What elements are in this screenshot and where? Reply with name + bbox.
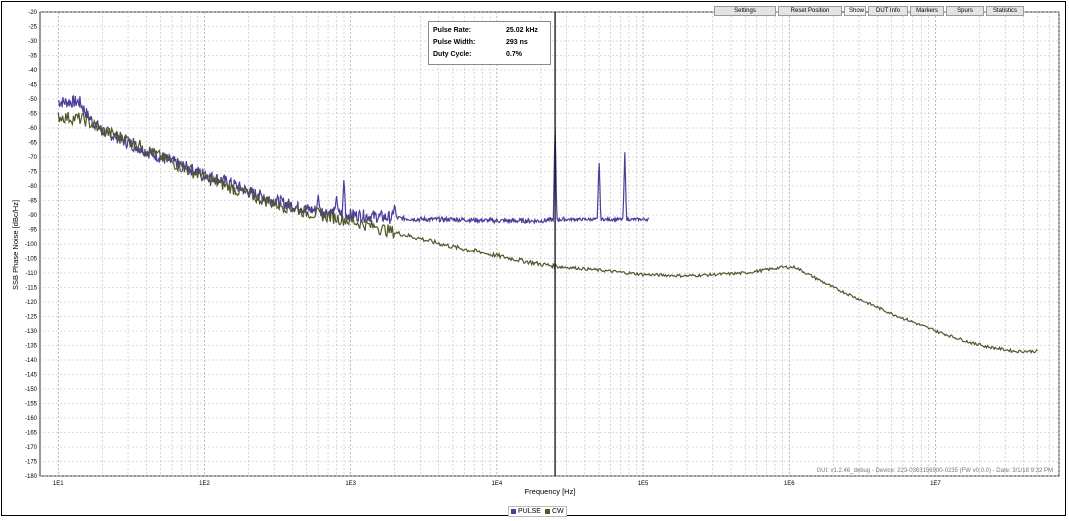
y-tick-label: -60 [28, 126, 37, 132]
legend-item-cw[interactable]: CW [544, 507, 564, 516]
y-tick-label: -180 [25, 474, 38, 480]
y-tick-label: -175 [25, 460, 38, 466]
pulse-rate-row: Pulse Rate: 25.02 kHz [433, 25, 550, 37]
spurs-button[interactable]: Spurs [946, 6, 984, 16]
gui-version-note: GUI: v1.2.46_debug - Device: 223-0363156… [816, 468, 1053, 474]
series-layer [57, 12, 1038, 476]
y-tick-label: -35 [28, 54, 37, 60]
y-tick-label: -140 [25, 358, 38, 364]
pulse-width-value: 293 ns [506, 39, 528, 46]
pulse-swatch [511, 509, 516, 514]
axes: -20 -25 -30 -35 -40 -45 -50 -55 -60 -65 -70 -75 -80 -… [25, 10, 941, 487]
duty-cycle-row: Duty Cycle: 0.7% [433, 49, 550, 61]
y-tick-label: -20 [28, 10, 37, 16]
y-tick-label: -25 [28, 25, 37, 31]
y-tick-label: -45 [28, 83, 37, 89]
pulse-rate-label: Pulse Rate: [433, 27, 472, 34]
y-tick-label: -155 [25, 402, 38, 408]
y-tick-label: -85 [28, 199, 37, 205]
y-tick-label: -160 [25, 416, 38, 422]
legend-label-cw: CW [551, 508, 564, 515]
y-tick-label: -170 [25, 445, 38, 451]
y-tick-label: -130 [25, 329, 38, 335]
y-tick-label: -65 [28, 141, 37, 147]
x-tick-label: 1E1 [53, 481, 64, 487]
pulse-info-box[interactable]: Pulse Rate: 25.02 kHz Pulse Width: 293 n… [428, 21, 551, 65]
x-tick-label: 1E7 [930, 481, 941, 487]
y-tick-label: -30 [28, 39, 37, 45]
y-tick-label: -90 [28, 213, 37, 219]
x-tick-label: 1E4 [492, 481, 503, 487]
y-tick-label: -110 [25, 271, 37, 277]
pulse-rate-value: 25.02 kHz [506, 27, 538, 34]
legend-item-pulse[interactable]: PULSE [511, 507, 541, 516]
y-tick-label: -125 [25, 315, 38, 321]
cw-swatch [544, 509, 550, 514]
show-label: Show [844, 6, 866, 16]
grid [39, 11, 1060, 477]
settings-button[interactable]: Settings [714, 6, 776, 16]
dut-info-button[interactable]: DUT Info [868, 6, 908, 16]
y-tick-label: -75 [28, 170, 37, 176]
y-tick-label: -150 [25, 387, 38, 393]
x-tick-label: 1E2 [199, 481, 210, 487]
y-tick-label: -70 [28, 155, 37, 161]
x-axis-label: Frequency [Hz] [525, 487, 576, 496]
reset-position-button[interactable]: Reset Position [778, 6, 842, 16]
series-line-cw [57, 111, 1038, 354]
y-tick-label: -40 [28, 68, 37, 74]
markers-button[interactable]: Markers [910, 6, 944, 16]
x-tick-label: 1E5 [638, 481, 649, 487]
y-tick-label: -95 [28, 228, 37, 234]
y-axis-label: SSB Phase Noise [dBc/Hz] [11, 200, 20, 290]
y-tick-label: -50 [28, 97, 37, 103]
y-tick-label: -120 [25, 300, 38, 306]
x-tick-label: 1E3 [345, 481, 356, 487]
legend-label-pulse: PULSE [518, 508, 541, 515]
y-tick-label: -55 [28, 112, 37, 118]
y-tick-label: -80 [28, 184, 37, 190]
duty-cycle-value: 0.7% [506, 51, 522, 58]
statistics-button[interactable]: Statistics [986, 6, 1024, 16]
pulse-width-row: Pulse Width: 293 ns [433, 37, 550, 49]
x-tick-label: 1E6 [784, 481, 795, 487]
y-tick-label: -100 [25, 242, 38, 248]
legend: PULSE CW [508, 506, 567, 517]
y-tick-label: -145 [25, 373, 38, 379]
y-tick-label: -135 [25, 344, 38, 350]
toolbar: Settings Reset Position Show DUT Info Ma… [714, 6, 1024, 16]
y-tick-label: -165 [25, 431, 38, 437]
y-tick-label: -115 [25, 286, 37, 292]
duty-cycle-label: Duty Cycle: [433, 51, 472, 58]
y-tick-label: -105 [25, 257, 38, 263]
pulse-width-label: Pulse Width: [433, 39, 476, 46]
